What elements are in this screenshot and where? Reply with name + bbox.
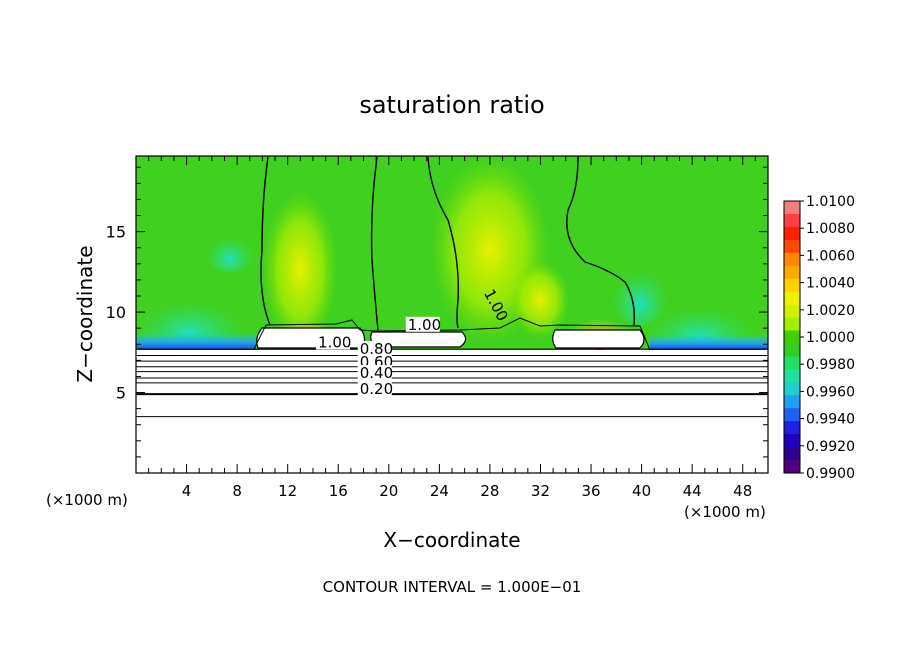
colorbar-swatch	[784, 330, 800, 344]
colorbar-swatch	[784, 213, 800, 228]
field-blue-band-left	[136, 332, 256, 350]
cloud-contour-outer	[253, 317, 651, 351]
field-lower-white	[136, 350, 768, 473]
x-tick-label: 4	[182, 482, 192, 500]
y-tick-label: 10	[106, 303, 126, 322]
field-yellow-region-c	[510, 260, 570, 340]
x-tick-label: 44	[683, 482, 702, 500]
colorbar-label: 1.0020	[806, 303, 855, 319]
contour-label: 0.40	[360, 364, 393, 382]
x-tick-label: 8	[232, 482, 242, 500]
x-axis-unit-left: (×1000 m)	[46, 491, 128, 509]
colorbar-label: 0.9960	[806, 384, 855, 400]
colorbar-swatch	[784, 369, 800, 383]
contour-line-b	[370, 156, 379, 331]
colorbar-swatch	[784, 421, 800, 435]
plot-field	[136, 156, 768, 473]
chart-title: saturation ratio	[359, 91, 544, 119]
colorbar: 1.0100 1.0080 1.0060 1.0040 1.0020 1.0000 0.99…	[783, 194, 855, 482]
contour-label-bg	[357, 340, 392, 356]
y-tick-label: 5	[116, 384, 126, 403]
contour-label-bg	[357, 381, 392, 397]
x-tick-label: 36	[581, 482, 600, 500]
x-axis-ticks: 4 8 12 16 20 24 28 32 36 40 44 48	[148, 156, 756, 500]
colorbar-swatch	[784, 278, 800, 293]
contour-label: 1.00	[318, 333, 351, 351]
contour-label-bg	[405, 316, 440, 332]
colorbar-label: 1.0000	[806, 330, 855, 346]
colorbar-label: 0.9940	[806, 412, 855, 428]
colorbar-swatch	[784, 356, 800, 370]
cloud-block-b	[370, 331, 467, 348]
contour-line-a	[260, 156, 271, 326]
x-tick-label: 12	[278, 482, 297, 500]
contour-label-bg	[357, 365, 392, 381]
x-tick-label: 16	[329, 482, 348, 500]
x-tick-label: 32	[531, 482, 550, 500]
x-tick-label: 24	[430, 482, 449, 500]
x-tick-label: 40	[632, 482, 651, 500]
colorbar-swatch	[784, 434, 800, 448]
contour-label: 0.20	[360, 380, 393, 398]
colorbar-label: 1.0060	[806, 248, 855, 264]
x-tick-label: 28	[480, 482, 499, 500]
colorbar-label: 0.9980	[806, 357, 855, 373]
colorbar-swatch	[784, 265, 800, 280]
colorbar-swatch	[784, 317, 800, 332]
y-axis-ticks: 5 10 15	[106, 166, 768, 458]
contour-label: 0.80	[360, 340, 393, 358]
colorbar-swatch	[784, 239, 800, 254]
colorbar-swatch	[784, 226, 800, 241]
colorbar-swatch	[784, 408, 800, 422]
colorbar-label: 1.0040	[806, 276, 855, 292]
y-axis-label: Z−coordinate	[73, 245, 97, 382]
colorbar-swatch	[784, 460, 800, 474]
x-axis-label: X−coordinate	[383, 528, 520, 552]
x-tick-label: 48	[733, 482, 752, 500]
colorbar-swatch	[784, 343, 800, 357]
contour-line-c	[427, 156, 459, 329]
colorbar-label: 1.0100	[806, 194, 855, 210]
colorbar-label: 0.9900	[806, 466, 855, 482]
contour-label-bg	[316, 334, 351, 350]
colorbar-swatch	[784, 395, 800, 409]
colorbar-swatch	[784, 382, 800, 396]
contour-label-bg	[357, 353, 392, 369]
field-cyan-region-c	[205, 228, 255, 272]
contour-horizontal-lines	[136, 348, 768, 418]
colorbar-label: 1.0080	[806, 221, 855, 237]
y-tick-label: 15	[106, 223, 126, 242]
colorbar-swatch	[784, 252, 800, 267]
colorbar-swatch	[784, 201, 800, 215]
field-yellow-region-a	[262, 190, 338, 350]
cloud-block-c	[552, 329, 645, 349]
colorbar-swatch	[784, 291, 800, 306]
colorbar-swatch	[784, 304, 800, 319]
x-tick-label: 20	[379, 482, 398, 500]
x-axis-unit-right: (×1000 m)	[684, 503, 766, 521]
field-blue-band-right	[650, 334, 768, 350]
colorbar-swatch	[784, 447, 800, 461]
contour-label: 1.00	[408, 316, 441, 334]
contour-interval-note: CONTOUR INTERVAL = 1.000E−01	[323, 578, 582, 596]
colorbar-label: 0.9920	[806, 439, 855, 455]
contour-line-d	[566, 156, 635, 326]
